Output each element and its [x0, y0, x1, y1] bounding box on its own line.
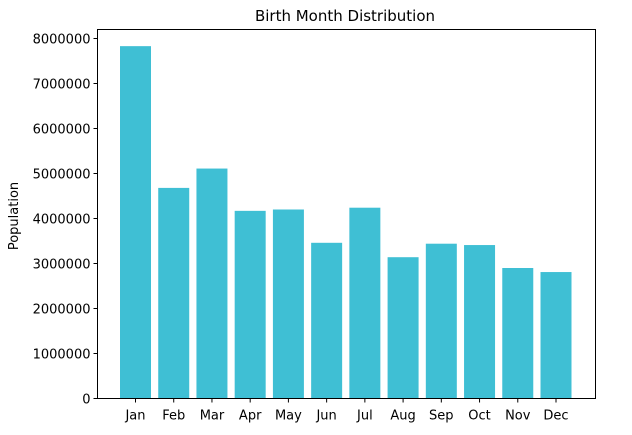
- x-tick-label: Oct: [468, 409, 490, 424]
- bar-may: [272, 209, 304, 399]
- x-tick-label: Dec: [543, 409, 568, 424]
- x-tick-label: Jun: [315, 409, 336, 424]
- x-axis: Jan Feb Mar Apr May Jun Jul Aug Sep Oct Nov Dec: [124, 398, 569, 424]
- y-tick-label: 3000000: [33, 258, 91, 273]
- x-tick-label: Jan: [124, 409, 145, 424]
- y-tick-label: 0: [82, 393, 90, 408]
- y-tick-label: 7000000: [33, 78, 91, 93]
- bar-jun: [311, 242, 343, 399]
- y-tick-label: 2000000: [33, 303, 91, 318]
- y-axis: 0 1000000 2000000 3000000 4000000 5000000 6000…: [33, 33, 98, 408]
- bar-nov: [502, 268, 534, 399]
- bar-jan: [120, 46, 151, 399]
- x-tick-label: Aug: [390, 409, 415, 424]
- y-tick-label: 4000000: [33, 213, 91, 228]
- y-tick-label: 1000000: [33, 348, 91, 363]
- x-tick-label: Sep: [429, 409, 454, 424]
- x-tick-label: Apr: [239, 409, 262, 424]
- bar-sep: [425, 243, 457, 399]
- x-tick-label: Jul: [356, 409, 373, 424]
- plot-frame: [97, 29, 596, 399]
- y-tick-label: 6000000: [33, 123, 91, 138]
- bar-aug: [387, 257, 419, 399]
- x-tick-label: Nov: [505, 409, 531, 424]
- bar-mar: [196, 168, 228, 399]
- chart-title: Birth Month Distribution: [255, 7, 435, 25]
- bars-group: [120, 46, 572, 399]
- bar-apr: [234, 210, 266, 399]
- bar-feb: [158, 187, 190, 399]
- x-tick-label: May: [275, 409, 302, 424]
- x-tick-label: Feb: [162, 409, 185, 424]
- y-axis-label: Population: [7, 182, 22, 250]
- bar-oct: [464, 245, 496, 399]
- bar-jul: [349, 207, 381, 399]
- y-tick-label: 5000000: [33, 168, 91, 183]
- y-tick-label: 8000000: [33, 33, 91, 48]
- x-tick-label: Mar: [200, 409, 225, 424]
- bar-dec: [540, 272, 572, 399]
